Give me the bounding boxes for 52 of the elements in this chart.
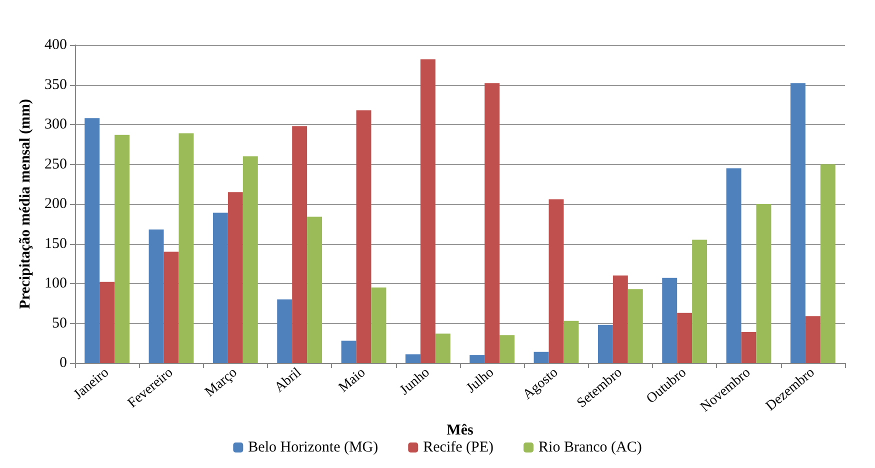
bar — [598, 324, 613, 363]
y-tick-label: 300 — [44, 116, 67, 132]
y-tick-label: 400 — [44, 37, 67, 53]
bar — [612, 276, 628, 363]
bar — [820, 164, 836, 363]
bar — [356, 110, 372, 363]
y-axis-title: Precipitação média mensal (mm) — [18, 98, 34, 310]
bar — [420, 59, 436, 363]
bar — [741, 332, 756, 363]
bar — [805, 316, 820, 363]
bar — [692, 240, 708, 363]
legend-label: Recife (PE) — [423, 440, 494, 456]
bar — [548, 199, 564, 363]
bar — [756, 204, 772, 363]
bar — [242, 156, 258, 363]
bar — [292, 126, 308, 363]
x-tick-label: Maio — [336, 365, 369, 396]
bar — [307, 216, 322, 363]
bar — [726, 168, 742, 363]
bar — [628, 289, 643, 363]
bar — [84, 118, 100, 363]
bar — [405, 354, 420, 363]
y-tick-label: 0 — [60, 355, 67, 371]
bar — [790, 83, 806, 363]
bar — [564, 320, 579, 363]
y-tick-label: 50 — [52, 315, 67, 332]
bar — [500, 335, 515, 363]
bar — [677, 312, 692, 363]
legend-label: Rio Branco (AC) — [538, 440, 642, 456]
x-axis-title: Mês — [446, 422, 474, 438]
bar — [277, 299, 292, 363]
y-tick-label: 150 — [44, 236, 67, 252]
bar — [435, 334, 450, 363]
y-tick-label: 250 — [44, 156, 67, 172]
bar — [212, 212, 228, 363]
bar — [371, 287, 386, 363]
x-tick-label: Julho — [464, 365, 497, 396]
bar — [341, 340, 356, 363]
bar — [178, 133, 194, 363]
y-tick-label: 350 — [44, 76, 67, 93]
bar — [228, 192, 243, 363]
bar — [470, 355, 485, 363]
bar — [100, 282, 115, 363]
bar — [662, 278, 678, 363]
y-tick-label: 200 — [44, 196, 67, 212]
bar — [484, 83, 500, 363]
legend-label: Belo Horizonte (MG) — [248, 440, 378, 456]
bar — [114, 134, 130, 363]
y-tick-label: 100 — [44, 276, 67, 292]
bar — [164, 252, 179, 363]
bar — [534, 352, 549, 363]
bar — [148, 229, 164, 363]
